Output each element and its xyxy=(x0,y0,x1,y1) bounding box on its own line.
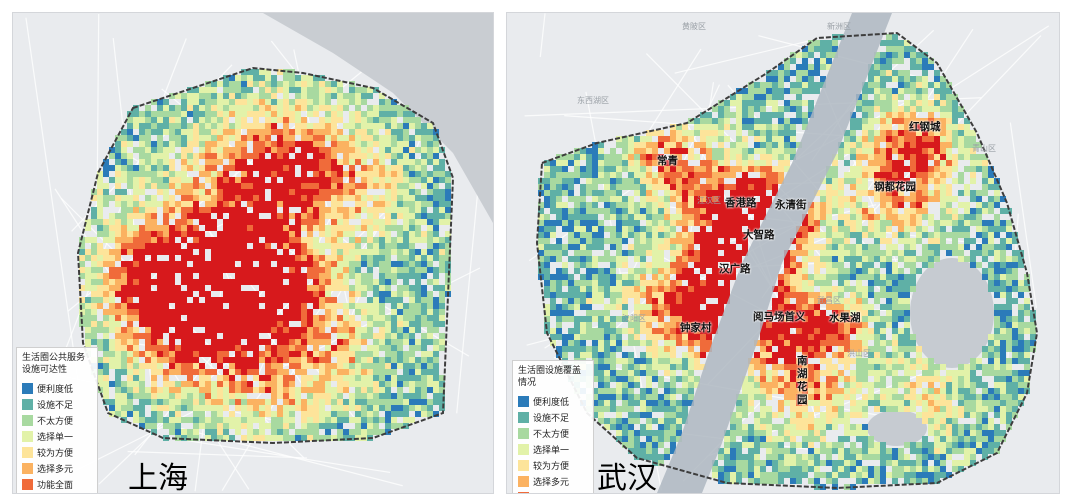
legend-item: 功能全面 xyxy=(22,476,92,492)
legend-item: 选择多元 xyxy=(22,460,92,476)
city-label-shanghai: 上海 xyxy=(128,461,188,494)
legend-label: 便利度低 xyxy=(37,384,74,395)
accessibility-grid xyxy=(79,69,451,441)
place-label: 水果湖 xyxy=(829,312,861,324)
legend-item: 不太方便 xyxy=(22,412,92,428)
legend-swatch xyxy=(518,459,529,471)
wuhan-map[interactable] xyxy=(507,13,1059,493)
wuhan-map-panel[interactable]: 生活圈设施覆盖情况 便利度低设施不足不太方便选择单一较为方便选择多元功能全面非常… xyxy=(506,12,1060,494)
legend-item: 设施不足 xyxy=(22,396,92,412)
legend-label: 选择多元 xyxy=(533,477,570,488)
place-label: 钢都花园 xyxy=(874,181,916,193)
place-label: 大智路 xyxy=(743,229,775,241)
place-label: 南湖花园 xyxy=(797,355,808,406)
legend-label: 便利度低 xyxy=(533,397,570,408)
legend-item: 非常便利 xyxy=(22,492,92,495)
legend-label: 较为方便 xyxy=(533,461,570,472)
legend-label: 选择单一 xyxy=(37,432,74,443)
district-label: 武昌区 xyxy=(817,296,841,305)
place-label: 钟家村 xyxy=(680,322,712,334)
legend-label: 设施不足 xyxy=(37,400,74,411)
legend-item: 选择单一 xyxy=(518,441,588,457)
shanghai-map[interactable] xyxy=(13,13,493,493)
legend-swatch xyxy=(22,398,33,410)
yangtze-estuary xyxy=(263,13,493,223)
legend-item: 较为方便 xyxy=(518,457,588,473)
legend-label: 非常便利 xyxy=(37,494,73,495)
shanghai-map-panel[interactable]: 生活圈公共服务设施可达性 便利度低设施不足不太方便选择单一较为方便选择多元功能全… xyxy=(12,12,494,494)
legend-items: 便利度低设施不足不太方便选择单一较为方便选择多元功能全面非常便利 xyxy=(518,393,588,494)
yangtze-river xyxy=(657,13,892,493)
legend-label: 功能全面 xyxy=(37,480,74,491)
legend-swatch xyxy=(22,430,33,442)
legend-label: 较为方便 xyxy=(37,448,74,459)
legend-swatch xyxy=(518,443,529,455)
wuhan-legend: 生活圈设施覆盖情况 便利度低设施不足不太方便选择单一较为方便选择多元功能全面非常… xyxy=(512,360,594,494)
legend-title: 生活圈设施覆盖情况 xyxy=(518,366,582,388)
legend-title: 生活圈公共服务设施可达性 xyxy=(22,353,86,375)
outer-ring-boundary xyxy=(535,31,1039,490)
district-label: 青山区 xyxy=(972,144,996,153)
accessibility-grid xyxy=(538,34,1036,490)
legend-swatch xyxy=(22,462,33,474)
legend-items: 便利度低设施不足不太方便选择单一较为方便选择多元功能全面非常便利 xyxy=(22,380,92,495)
district-label: 洪山区 xyxy=(847,349,871,358)
legend-item: 便利度低 xyxy=(22,380,92,396)
legend-swatch xyxy=(22,382,33,394)
outer-ring-boundary xyxy=(76,66,455,445)
place-label: 阅马场首义 xyxy=(753,311,806,323)
legend-label: 选择单一 xyxy=(533,445,570,456)
legend-label: 不太方便 xyxy=(37,416,74,427)
legend-label: 功能全面 xyxy=(533,491,569,494)
district-label: 黄陂区 xyxy=(682,22,706,31)
east-lake xyxy=(910,258,994,368)
place-label: 常青 xyxy=(657,155,678,167)
place-label: 香港路 xyxy=(725,197,757,209)
place-label: 汉广路 xyxy=(719,263,751,275)
legend-swatch xyxy=(518,427,529,439)
place-label: 红钢城 xyxy=(909,121,941,133)
legend-item: 便利度低 xyxy=(518,393,588,409)
legend-item: 选择多元 xyxy=(518,473,588,489)
place-label: 永清街 xyxy=(775,199,807,211)
legend-swatch xyxy=(22,446,33,458)
legend-label: 不太方便 xyxy=(533,429,570,440)
district-label: 江汉区 xyxy=(697,196,721,205)
south-lake xyxy=(867,410,927,446)
legend-swatch xyxy=(518,411,529,423)
legend-swatch xyxy=(22,478,33,490)
district-label: 新洲区 xyxy=(827,22,851,31)
legend-swatch xyxy=(518,395,529,407)
legend-item: 不太方便 xyxy=(518,425,588,441)
legend-swatch xyxy=(518,475,529,487)
city-label-wuhan: 武汉 xyxy=(597,461,657,494)
legend-item: 功能全面 xyxy=(518,489,588,494)
legend-label: 选择多元 xyxy=(37,464,74,475)
district-label: 汉阳区 xyxy=(622,314,646,323)
legend-item: 选择单一 xyxy=(22,428,92,444)
legend-swatch xyxy=(518,491,529,493)
legend-item: 设施不足 xyxy=(518,409,588,425)
legend-item: 较为方便 xyxy=(22,444,92,460)
legend-label: 设施不足 xyxy=(533,413,570,424)
district-label: 东西湖区 xyxy=(577,96,609,105)
shanghai-legend: 生活圈公共服务设施可达性 便利度低设施不足不太方便选择单一较为方便选择多元功能全… xyxy=(16,347,98,495)
legend-swatch xyxy=(22,414,33,426)
